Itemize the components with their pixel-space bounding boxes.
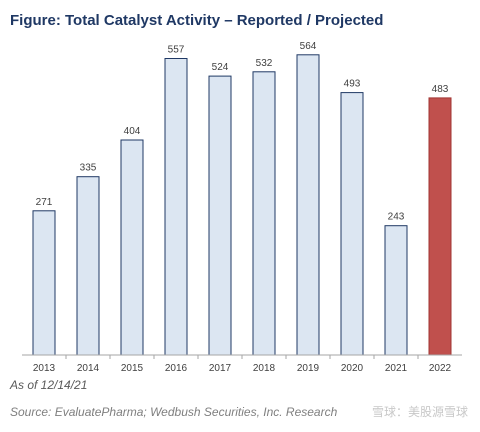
data-label-2014: 335 — [80, 163, 97, 174]
as-of-date: As of 12/14/21 — [10, 378, 88, 392]
bar-2014 — [76, 176, 100, 356]
tick-label-2020: 2020 — [341, 363, 364, 374]
watermark: 雪球：美股源雪球 — [372, 405, 469, 419]
data-label-2020: 493 — [344, 79, 361, 90]
data-label-2016: 557 — [168, 45, 185, 56]
bar-2018 — [252, 71, 276, 356]
bar-2020 — [340, 92, 364, 356]
bar-2022 — [428, 97, 452, 356]
data-label-2021: 243 — [388, 212, 405, 223]
data-label-2017: 524 — [212, 62, 229, 73]
tick-label-2016: 2016 — [165, 363, 188, 374]
tick-label-2021: 2021 — [385, 363, 408, 374]
tick-label-2014: 2014 — [77, 363, 100, 374]
data-label-2018: 532 — [256, 58, 273, 69]
tick-label-2013: 2013 — [33, 363, 56, 374]
bar-2021 — [384, 225, 408, 356]
tick-label-2019: 2019 — [297, 363, 320, 374]
bar-2013 — [32, 210, 56, 356]
chart-title: Figure: Total Catalyst Activity – Report… — [10, 12, 384, 29]
bar-2019 — [296, 54, 320, 356]
tick-label-2015: 2015 — [121, 363, 144, 374]
tick-label-2017: 2017 — [209, 363, 232, 374]
data-label-2013: 271 — [36, 197, 53, 208]
data-label-2022: 483 — [432, 84, 449, 95]
tick-label-2018: 2018 — [253, 363, 276, 374]
data-label-2015: 404 — [124, 126, 141, 137]
bar-2015 — [120, 139, 144, 356]
data-label-2019: 564 — [300, 41, 317, 52]
tick-label-2022: 2022 — [429, 363, 452, 374]
source-note: Source: EvaluatePharma; Wedbush Securiti… — [10, 405, 338, 419]
bar-2017 — [208, 75, 232, 356]
bar-2016 — [164, 58, 188, 356]
